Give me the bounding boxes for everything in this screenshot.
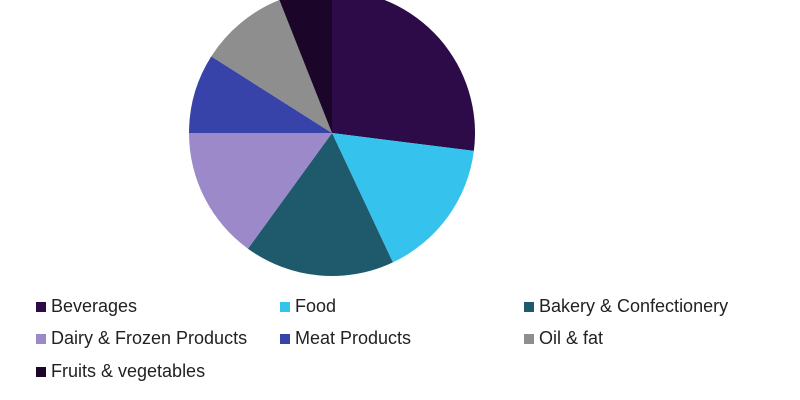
- pie-slice: [189, 133, 332, 249]
- legend-label: Food: [295, 296, 336, 316]
- pie-slice: [211, 0, 332, 134]
- legend-swatch: [280, 302, 290, 312]
- pie-slice: [189, 56, 332, 133]
- pie-slice: [279, 0, 332, 133]
- legend-label: Bakery & Confectionery: [539, 296, 728, 316]
- pie-slice: [332, 133, 474, 263]
- legend-label: Dairy & Frozen Products: [51, 328, 247, 348]
- legend-swatch: [524, 302, 534, 312]
- legend-label: Oil & fat: [539, 328, 603, 348]
- legend-swatch: [36, 367, 46, 377]
- pie: [189, 0, 475, 276]
- legend-swatch: [524, 334, 534, 344]
- legend: Beverages Food Bakery & Confectionery Dairy…: [36, 296, 728, 381]
- pie-slice: [332, 0, 475, 151]
- pie-slice: [247, 133, 393, 276]
- legend-swatch: [36, 302, 46, 312]
- legend-label: Beverages: [51, 296, 137, 316]
- legend-label: Meat Products: [295, 328, 411, 348]
- legend-swatch: [36, 334, 46, 344]
- legend-swatch: [280, 334, 290, 344]
- legend-label: Fruits & vegetables: [51, 361, 205, 381]
